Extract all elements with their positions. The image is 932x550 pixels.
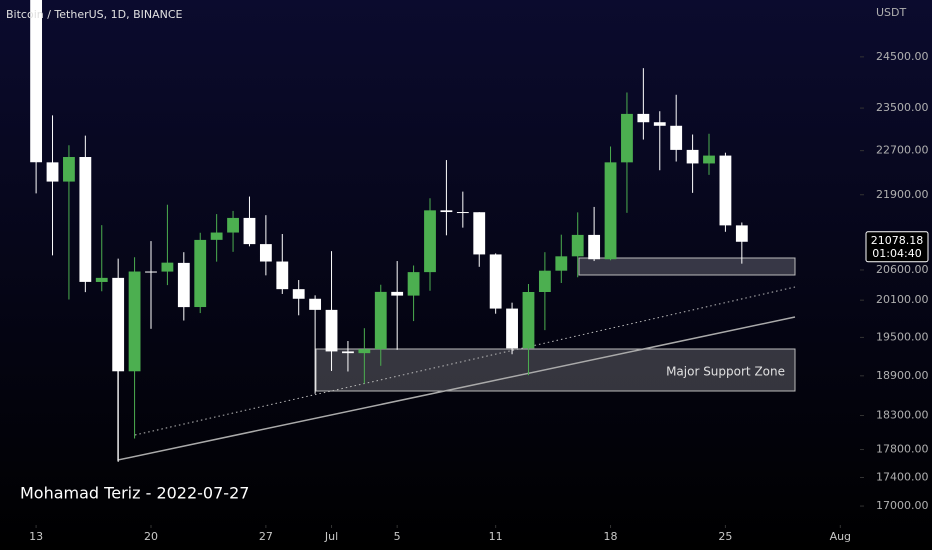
y-tick-label: 22700.00 xyxy=(876,144,929,157)
candle-body xyxy=(440,210,453,213)
candle-body xyxy=(473,212,486,255)
candle-body xyxy=(621,113,633,163)
candle-body xyxy=(309,298,322,310)
y-tick-label: 18900.00 xyxy=(876,369,929,382)
candle-body xyxy=(63,157,75,182)
candle-body xyxy=(210,232,223,240)
x-tick-label: 27 xyxy=(259,530,273,543)
x-tick-label: 18 xyxy=(604,530,618,543)
resistance-zone xyxy=(578,257,796,276)
axes: 24500.00 23500.00 22700.00 21900.00 20600.00… xyxy=(29,50,929,543)
candle-body xyxy=(670,125,683,150)
candle-body xyxy=(276,261,289,290)
last-price-label: 21078.18 xyxy=(871,234,924,247)
candle-body xyxy=(424,210,436,273)
candle-body xyxy=(161,262,174,272)
y-tick-label: 17000.00 xyxy=(876,499,929,512)
y-tick-label: 17400.00 xyxy=(876,470,929,483)
dotted-trendline xyxy=(134,286,796,436)
y-tick-label: 21900.00 xyxy=(876,188,929,201)
candle-body xyxy=(489,254,502,309)
last-price-box xyxy=(865,231,929,263)
y-tick-label: 23500.00 xyxy=(876,101,929,114)
candle-body xyxy=(128,271,141,372)
candle-body xyxy=(506,308,518,349)
candle-body xyxy=(145,271,157,273)
candle-body xyxy=(653,122,666,126)
candle-body xyxy=(112,277,125,372)
candle-body xyxy=(259,244,272,262)
x-tick-label: Aug xyxy=(830,530,851,543)
candle-body xyxy=(342,351,354,354)
candle-body xyxy=(407,272,420,296)
y-tick-label: 24500.00 xyxy=(876,50,929,63)
candle-body xyxy=(555,256,568,271)
x-tick-label: 11 xyxy=(489,530,503,543)
candle-body xyxy=(374,291,387,350)
candle-body xyxy=(325,309,338,352)
candle-body xyxy=(604,162,617,260)
candle-body xyxy=(358,349,371,354)
candle-body xyxy=(538,270,551,293)
candle-body xyxy=(194,239,207,308)
candle-body xyxy=(522,292,535,349)
candle-body xyxy=(227,217,239,233)
symbol-title: Bitcoin / TetherUS, 1D, BINANCE xyxy=(6,8,183,21)
candle-body xyxy=(292,289,305,299)
y-tick-label: 19500.00 xyxy=(876,330,929,343)
candle-body xyxy=(46,162,59,182)
candle-body xyxy=(719,155,732,226)
countdown-label: 01:04:40 xyxy=(872,247,921,260)
y-tick-label: 20100.00 xyxy=(876,293,929,306)
candle-body xyxy=(177,262,190,308)
plot-area xyxy=(30,0,796,462)
candle-body xyxy=(95,277,108,282)
x-tick-label: 13 xyxy=(29,530,43,543)
candle-body xyxy=(686,149,699,164)
candle-body xyxy=(571,234,584,257)
candle-body xyxy=(456,212,469,214)
x-tick-label: 5 xyxy=(394,530,401,543)
y-tick-label: 18300.00 xyxy=(876,408,929,421)
candle-body xyxy=(391,291,404,296)
candle-body xyxy=(30,0,43,163)
candle-body xyxy=(243,217,256,245)
x-tick-label: Jul xyxy=(324,530,338,543)
candle-body xyxy=(637,113,650,123)
author-label: Mohamad Teriz - 2022-07-27 xyxy=(20,484,249,503)
y-tick-label: 17800.00 xyxy=(876,443,929,456)
candle-body xyxy=(588,234,601,260)
x-tick-label: 25 xyxy=(718,530,732,543)
candle-body xyxy=(703,155,715,164)
candle-body xyxy=(735,225,748,242)
y-tick-label: 20600.00 xyxy=(876,263,929,276)
support-zone xyxy=(315,348,796,392)
candle-body xyxy=(79,157,92,282)
currency-label: USDT xyxy=(876,6,907,19)
x-tick-label: 20 xyxy=(144,530,158,543)
zone-label: Major Support Zone xyxy=(666,365,785,379)
